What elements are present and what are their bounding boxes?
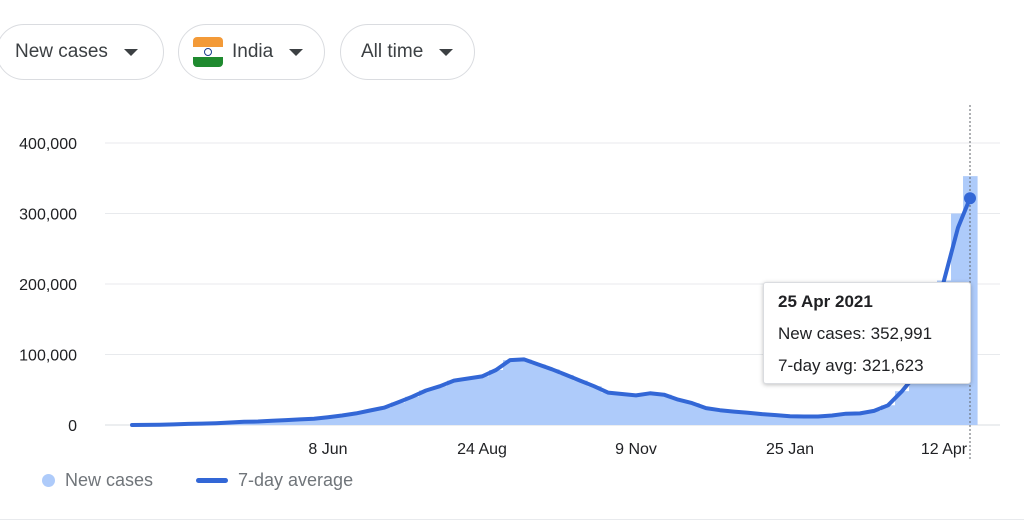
hover-tooltip: 25 Apr 2021 New cases: 352,991 7-day avg…: [763, 282, 971, 384]
new-cases-bar: [699, 408, 714, 425]
legend-dot-icon: [42, 474, 55, 487]
new-cases-bar: [657, 394, 672, 425]
new-cases-bar: [419, 390, 434, 425]
tooltip-average-label: 7-day avg:: [778, 356, 858, 375]
new-cases-bar: [895, 391, 910, 425]
new-cases-bar: [265, 420, 280, 425]
new-cases-bar: [573, 380, 588, 425]
dropdown-arrow-icon: [123, 48, 138, 56]
new-cases-bar: [293, 419, 308, 425]
new-cases-bar: [713, 410, 728, 425]
new-cases-bar: [643, 393, 658, 425]
legend-new-cases-label: New cases: [65, 470, 154, 490]
tooltip-new-cases-label: New cases:: [778, 324, 866, 343]
seven-day-average-path: [130, 196, 972, 427]
new-cases-bar: [475, 376, 490, 425]
tooltip-new-cases-value: 352,991: [870, 324, 933, 343]
new-cases-bar: [447, 380, 462, 425]
y-axis-ticks: 0 100,000 200,000 300,000 400,000: [19, 136, 77, 435]
legend-new-cases[interactable]: New cases: [42, 470, 153, 491]
x-tick-label: 9 Nov: [615, 441, 657, 458]
new-cases-bar: [741, 412, 756, 425]
tooltip-average-value: 321,623: [862, 356, 924, 375]
period-dropdown[interactable]: All time: [340, 24, 475, 80]
new-cases-bar: [727, 411, 742, 425]
cases-chart[interactable]: 0 100,000 200,000 300,000 400,000 8 Jun 24 Au…: [0, 0, 1024, 470]
new-cases-bar: [503, 360, 518, 425]
legend-line-icon: [196, 478, 228, 483]
metric-dropdown[interactable]: New cases: [0, 24, 164, 80]
new-cases-bar: [377, 407, 392, 425]
y-tick-label: 300,000: [19, 207, 77, 224]
new-cases-bar: [853, 413, 868, 425]
tooltip-date: 25 Apr 2021: [778, 292, 873, 311]
y-tick-label: 400,000: [19, 136, 77, 153]
new-cases-bar: [517, 359, 532, 425]
new-cases-bar: [629, 395, 644, 425]
dropdown-arrow-icon: [439, 48, 454, 56]
new-cases-bar: [755, 414, 770, 425]
period-dropdown-label: All time: [361, 41, 424, 62]
y-tick-label: 100,000: [19, 348, 77, 365]
new-cases-bar: [839, 413, 854, 425]
legend-seven-day-average[interactable]: 7-day average: [196, 470, 353, 491]
new-cases-bar: [545, 369, 560, 425]
new-cases-bar: [601, 392, 616, 425]
new-cases-bar: [783, 416, 798, 425]
legend-average-label: 7-day average: [238, 470, 354, 490]
new-cases-bar: [559, 374, 574, 425]
new-cases-bar: [489, 370, 504, 425]
new-cases-bar: [867, 410, 882, 425]
cursor-point: [964, 192, 976, 205]
new-cases-bar: [671, 399, 686, 425]
new-cases-bar: [433, 386, 448, 425]
metric-dropdown-label: New cases: [15, 41, 108, 62]
new-cases-bar: [531, 364, 546, 425]
new-cases-bar: [881, 405, 896, 425]
new-cases-bar: [461, 378, 476, 425]
new-cases-bar: [363, 410, 378, 425]
tooltip-average: 7-day avg: 321,623: [778, 355, 970, 377]
y-tick-label: 200,000: [19, 277, 77, 294]
new-cases-bar: [405, 396, 420, 425]
new-cases-bar: [307, 418, 322, 425]
new-cases-bar: [685, 403, 700, 425]
new-cases-bar: [825, 415, 840, 425]
y-tick-label: 0: [68, 418, 77, 435]
new-cases-bar: [797, 416, 812, 425]
new-cases-bar: [279, 420, 294, 425]
new-cases-bar: [391, 402, 406, 425]
seven-day-average-line: [130, 196, 972, 427]
new-cases-bar: [349, 413, 364, 425]
new-cases-bar: [321, 417, 336, 425]
new-cases-bar: [587, 386, 602, 425]
new-cases-bar: [811, 416, 826, 425]
location-dropdown-label: India: [232, 41, 274, 62]
dropdown-arrow-icon: [289, 48, 304, 56]
india-flag-icon: [193, 37, 223, 67]
new-cases-bar: [615, 393, 630, 425]
x-tick-label: 24 Aug: [457, 441, 507, 458]
x-tick-label: 12 Apr: [921, 441, 968, 458]
x-tick-label: 25 Jan: [766, 441, 814, 458]
new-cases-bar: [335, 415, 350, 425]
x-axis-ticks: 8 Jun 24 Aug 9 Nov 25 Jan 12 Apr: [308, 441, 967, 458]
new-cases-bar: [769, 415, 784, 425]
x-tick-label: 8 Jun: [308, 441, 347, 458]
location-dropdown[interactable]: India: [178, 24, 325, 80]
new-cases-bar: [909, 374, 924, 425]
tooltip-new-cases: New cases: 352,991: [778, 323, 970, 345]
divider: [0, 519, 1024, 520]
